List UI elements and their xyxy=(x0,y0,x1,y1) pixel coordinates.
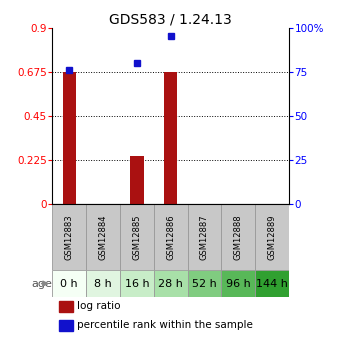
Bar xyxy=(86,204,120,270)
Text: 96 h: 96 h xyxy=(226,278,251,288)
Bar xyxy=(164,72,177,204)
Bar xyxy=(188,270,221,297)
Text: GSM12885: GSM12885 xyxy=(132,215,141,260)
Text: GSM12883: GSM12883 xyxy=(65,215,74,260)
Bar xyxy=(255,270,289,297)
Bar xyxy=(120,204,154,270)
Bar xyxy=(221,204,255,270)
Text: 52 h: 52 h xyxy=(192,278,217,288)
Text: 144 h: 144 h xyxy=(256,278,288,288)
Bar xyxy=(59,300,72,312)
Bar xyxy=(221,270,255,297)
Bar xyxy=(130,156,144,204)
Text: GSM12887: GSM12887 xyxy=(200,215,209,260)
Bar xyxy=(52,270,86,297)
Bar xyxy=(154,270,188,297)
Bar xyxy=(255,204,289,270)
Title: GDS583 / 1.24.13: GDS583 / 1.24.13 xyxy=(109,12,232,27)
Text: 16 h: 16 h xyxy=(125,278,149,288)
Text: 0 h: 0 h xyxy=(61,278,78,288)
Bar xyxy=(188,204,221,270)
Bar xyxy=(86,270,120,297)
Text: log ratio: log ratio xyxy=(77,301,121,311)
Bar xyxy=(120,270,154,297)
Bar xyxy=(63,72,76,204)
Text: GSM12889: GSM12889 xyxy=(268,215,276,260)
Text: percentile rank within the sample: percentile rank within the sample xyxy=(77,320,253,330)
Text: GSM12888: GSM12888 xyxy=(234,215,243,260)
Text: 28 h: 28 h xyxy=(158,278,183,288)
Bar xyxy=(59,319,72,331)
Text: 8 h: 8 h xyxy=(94,278,112,288)
Text: GSM12886: GSM12886 xyxy=(166,215,175,260)
Bar xyxy=(154,204,188,270)
Bar xyxy=(52,204,86,270)
Text: GSM12884: GSM12884 xyxy=(99,215,107,260)
Text: age: age xyxy=(31,278,52,288)
